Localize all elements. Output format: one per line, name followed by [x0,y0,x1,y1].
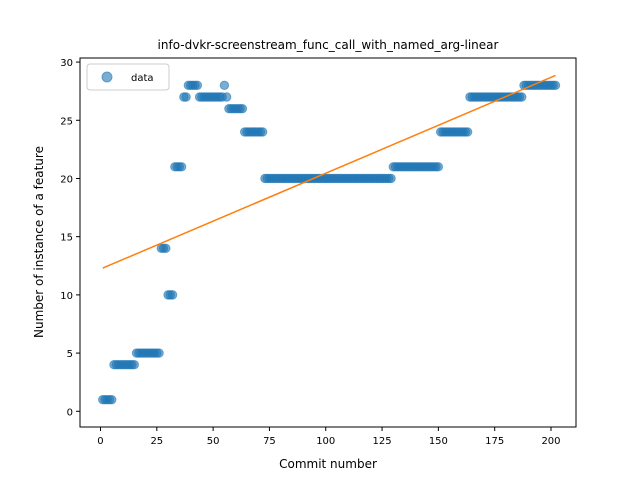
y-tick-label: 25 [60,116,73,127]
data-layer [98,74,561,405]
x-tick-label: 0 [97,436,103,447]
data-point [167,290,178,300]
legend: data [86,63,170,91]
legend-box [86,63,170,91]
y-tick-label: 5 [67,349,73,360]
y-tick-label: 10 [60,291,73,302]
data-point [462,127,473,137]
legend-marker [101,71,113,83]
data-point [257,127,268,137]
data-point [517,92,527,102]
fit-line [102,74,556,269]
x-tick-label: 175 [485,436,504,447]
legend-label: data [131,73,154,84]
data-point [107,394,117,405]
x-axis-label: Commit number [279,457,377,471]
x-tick-label: 100 [316,436,335,447]
data-point [161,243,171,254]
y-tick-label: 30 [60,58,73,69]
data-point [433,162,444,172]
x-tick-label: 25 [150,436,163,447]
y-tick-label: 20 [60,174,73,185]
x-tick-label: 150 [429,436,448,447]
data-point [192,80,203,91]
x-tick-label: 125 [373,436,392,447]
y-tick-label: 0 [67,407,73,418]
data-point [181,92,191,102]
data-point [219,80,230,91]
data-point [386,173,396,184]
data-point [221,92,232,102]
data-point [129,360,139,370]
x-tick-label: 200 [541,436,560,447]
data-point [237,103,248,114]
x-tick-label: 50 [207,436,220,447]
y-axis-label: Number of instance of a feature [32,146,46,338]
data-point [154,348,164,358]
x-tick-label: 75 [263,436,276,447]
chart-title: info-dvkr-screenstream_func_call_with_na… [158,38,499,52]
data-point [176,162,187,172]
plot-frame [79,57,577,428]
y-tick-label: 15 [60,233,73,244]
data-point [550,80,561,91]
axes-layer: 0 25 50 75 100 125 150 175 200 0 5 10 15 20 25 30 [60,57,577,447]
